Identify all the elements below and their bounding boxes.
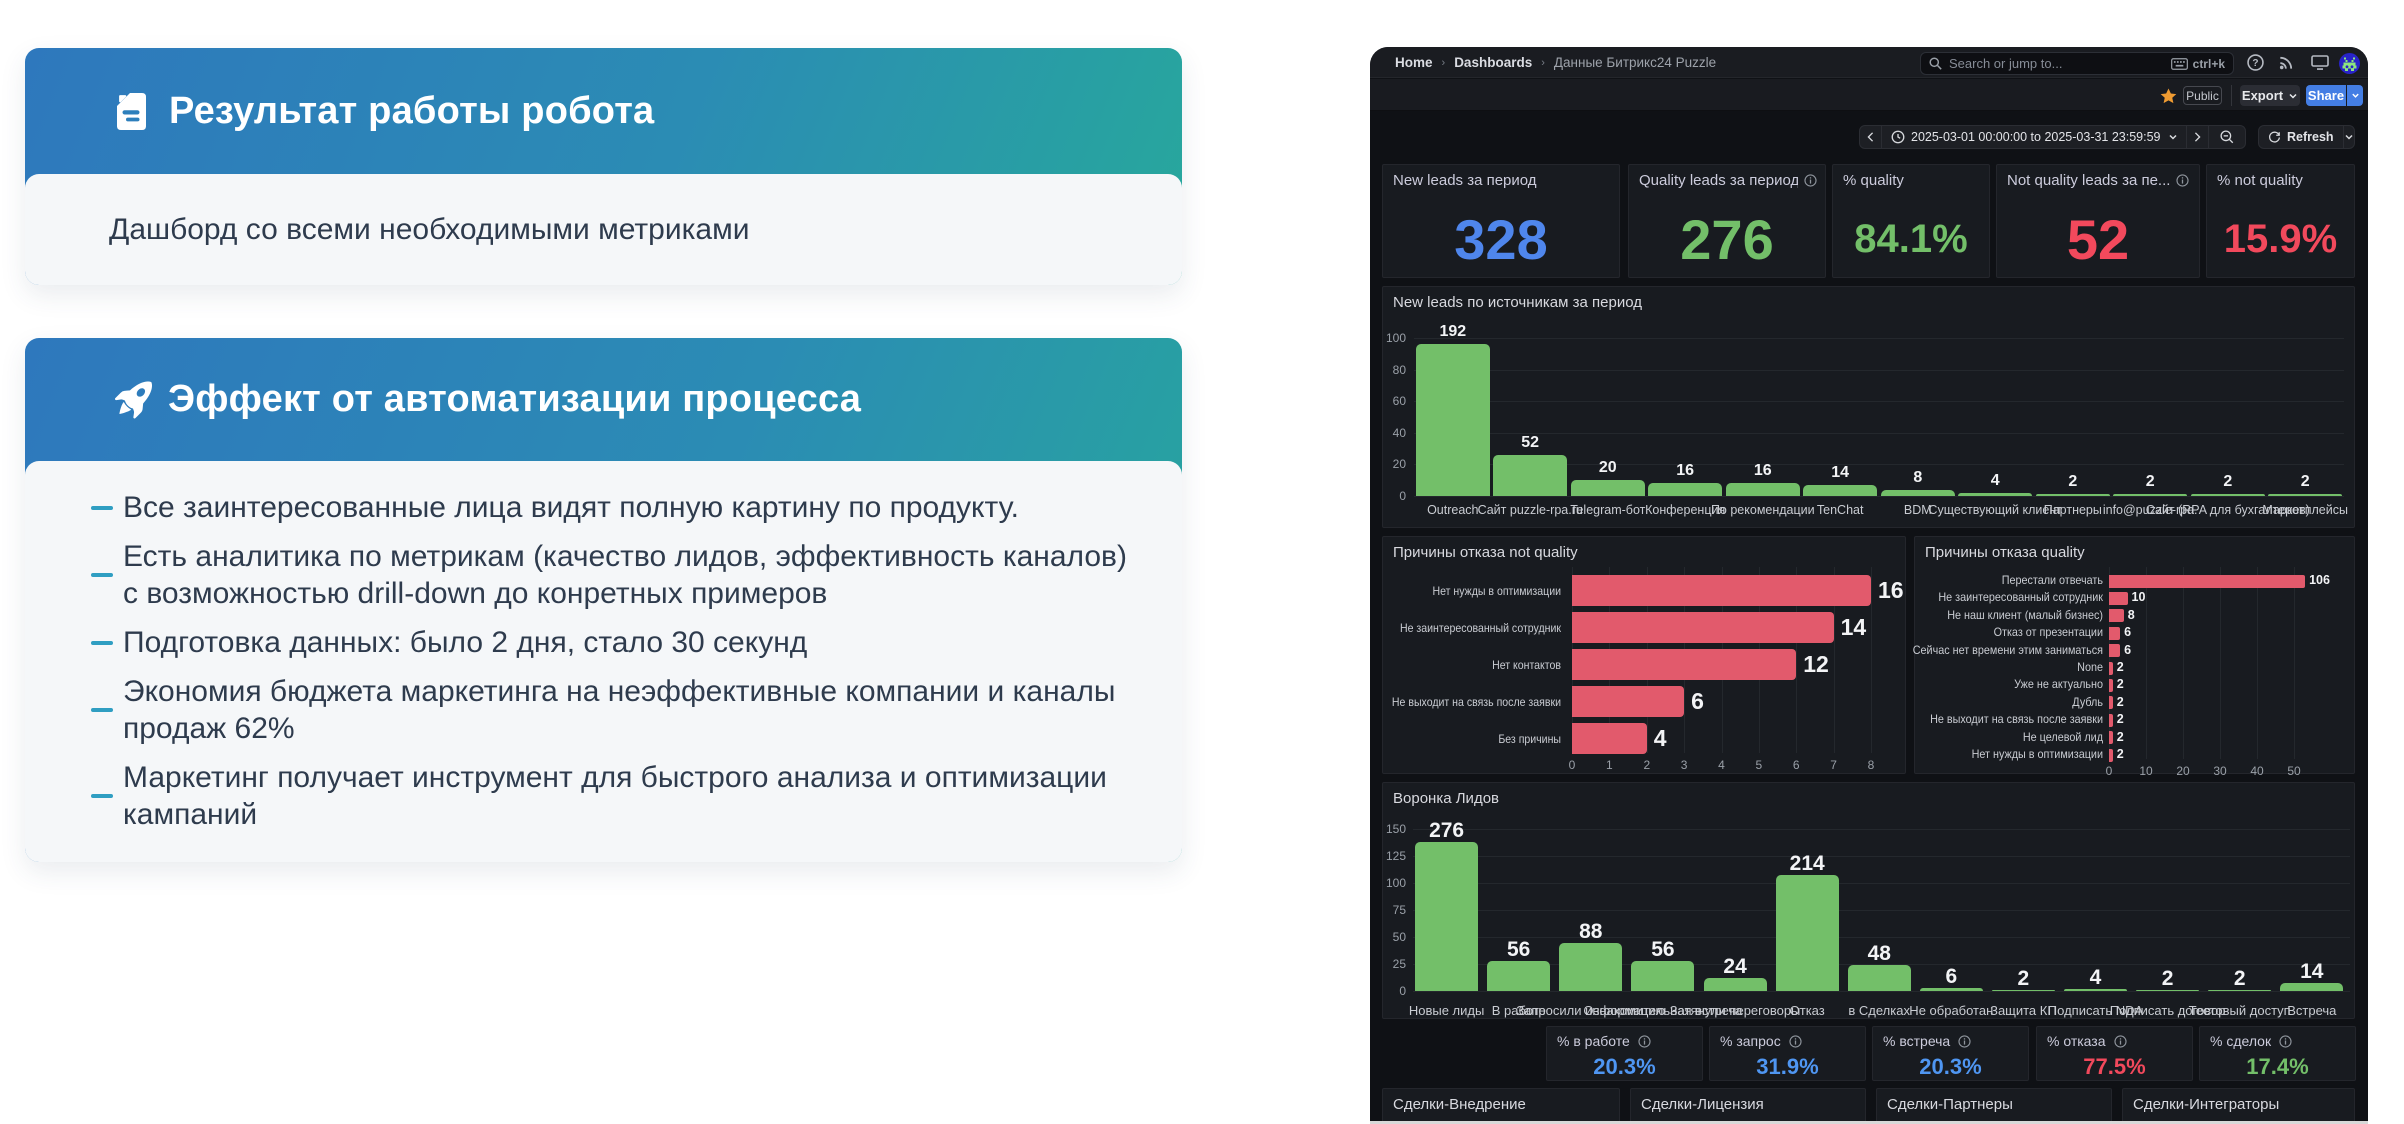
- svg-text:?: ?: [2252, 58, 2258, 69]
